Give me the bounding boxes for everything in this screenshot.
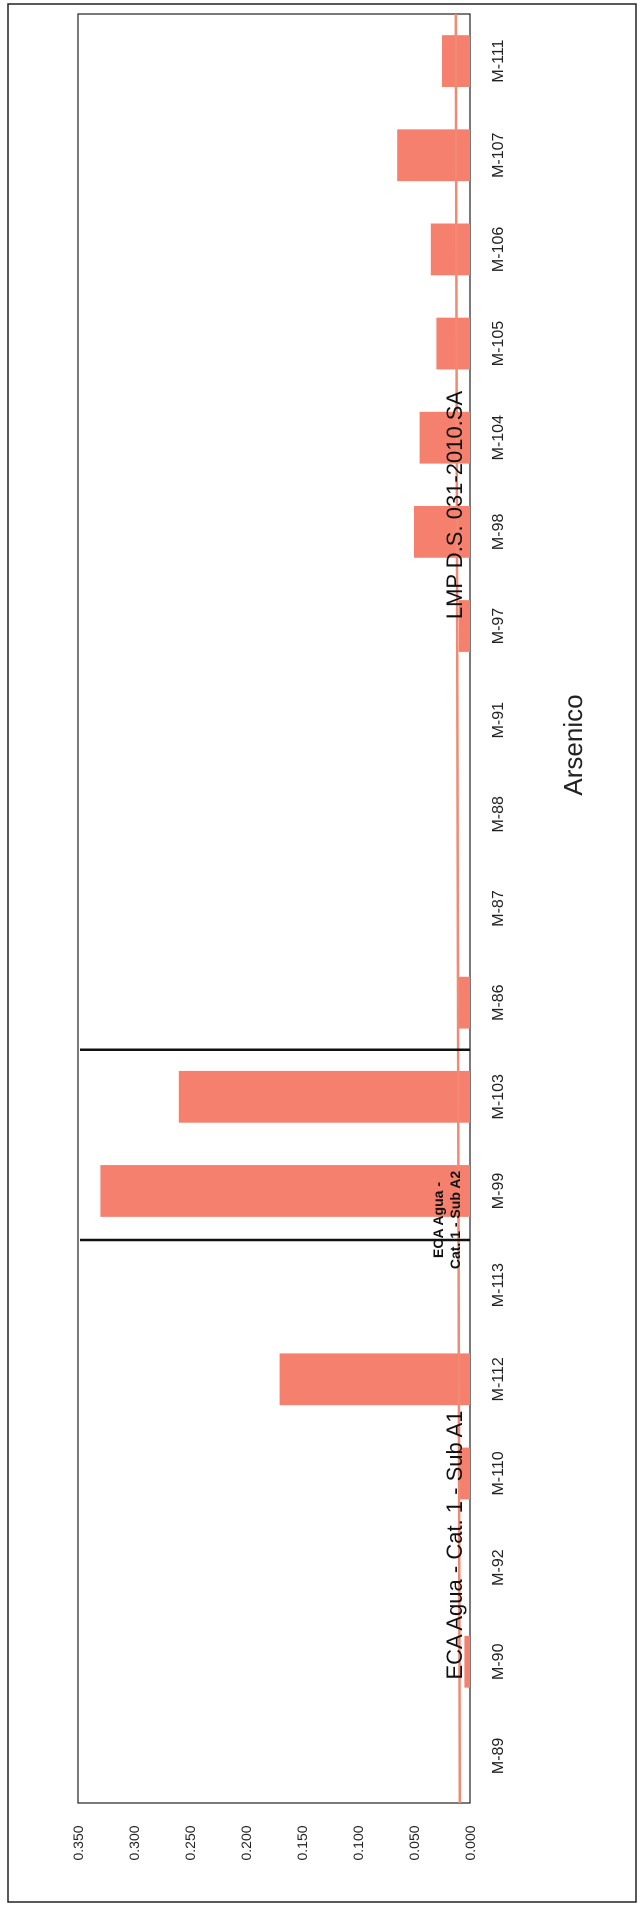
- bar: [279, 1353, 470, 1406]
- category-label: M-89: [490, 1738, 507, 1775]
- category-label: M-112: [490, 1357, 507, 1401]
- value-tick-label: 0.050: [406, 1825, 422, 1860]
- annotation-eca-a1: ECA Agua - Cat. 1 - Sub A1: [442, 1410, 467, 1679]
- plot-area: [77, 13, 471, 1804]
- category-label: M-103: [490, 1074, 507, 1119]
- bar: [464, 1635, 470, 1688]
- value-tick-label: 0.300: [126, 1825, 142, 1860]
- annotation-eca-a2-line1: ECA Agua -: [430, 1182, 446, 1258]
- category-label: M-111: [490, 39, 507, 82]
- value-tick-label: 0.150: [294, 1825, 310, 1860]
- annotation-eca-a2-line2: Cat. 1 - Sub A2: [447, 1171, 463, 1269]
- limit-line: [454, 13, 462, 1804]
- category-label: M-113: [490, 1263, 507, 1307]
- bar: [458, 600, 470, 652]
- category-label: M-105: [490, 321, 507, 366]
- page-border: [7, 3, 637, 1903]
- bar: [100, 1165, 471, 1217]
- chart-title: Arsenico: [558, 694, 588, 795]
- category-label: M-87: [490, 890, 507, 927]
- bar: [458, 1447, 470, 1500]
- value-tick-label: 0.250: [182, 1825, 198, 1860]
- bar: [419, 411, 470, 464]
- category-label: M-97: [490, 608, 507, 645]
- category-label: M-110: [490, 1451, 507, 1495]
- value-tick-label: 0.350: [70, 1825, 86, 1860]
- annotation-lmp: LMP D.S. 031-2010.SA: [442, 391, 467, 620]
- value-tick-label: 0.200: [238, 1825, 254, 1860]
- value-tick-label: 0.000: [462, 1825, 478, 1860]
- bar: [436, 317, 470, 370]
- category-label: M-99: [490, 1173, 507, 1210]
- bar: [430, 223, 470, 276]
- category-label: M-86: [490, 984, 507, 1021]
- category-label: M-104: [490, 415, 507, 460]
- category-label: M-92: [490, 1549, 507, 1586]
- bar: [458, 976, 470, 1029]
- value-tick-label: 0.100: [350, 1825, 366, 1860]
- bar: [178, 1070, 471, 1123]
- category-label: M-107: [490, 132, 507, 177]
- category-label: M-98: [490, 514, 507, 551]
- category-label: M-106: [490, 227, 507, 272]
- bar: [397, 129, 470, 182]
- category-label: M-88: [490, 796, 507, 833]
- category-label: M-91: [490, 702, 507, 739]
- bar: [414, 505, 470, 558]
- category-label: M-90: [490, 1643, 507, 1680]
